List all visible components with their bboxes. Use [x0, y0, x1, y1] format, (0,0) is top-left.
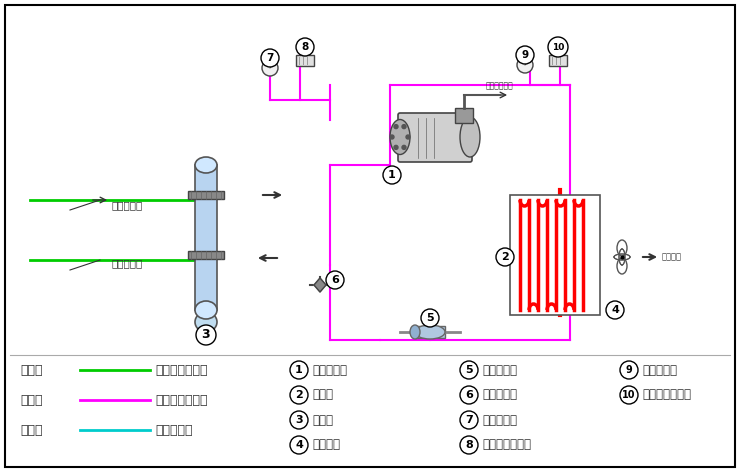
Circle shape: [460, 361, 478, 379]
Bar: [455, 108, 473, 123]
Bar: [549, 55, 567, 66]
Circle shape: [390, 135, 394, 139]
Text: 1: 1: [388, 170, 396, 180]
Circle shape: [296, 38, 314, 56]
Circle shape: [261, 49, 279, 67]
Circle shape: [460, 436, 478, 454]
Text: 冷卻風扇: 冷卻風扇: [312, 438, 340, 452]
Text: 1: 1: [295, 365, 303, 375]
Text: 6: 6: [331, 275, 339, 285]
Text: 綠色線: 綠色線: [20, 363, 42, 377]
Circle shape: [516, 46, 534, 64]
Text: 供液膨脹閥: 供液膨脹閥: [482, 388, 517, 402]
Text: 9: 9: [522, 50, 528, 60]
Circle shape: [620, 361, 638, 379]
Text: 6: 6: [465, 390, 473, 400]
Text: 5: 5: [426, 313, 434, 323]
Polygon shape: [314, 278, 326, 292]
Text: 4: 4: [611, 305, 619, 315]
Text: 3: 3: [202, 329, 210, 342]
Text: 載冷劑出口: 載冷劑出口: [112, 200, 144, 210]
Text: 高壓排氣通閥: 高壓排氣通閥: [486, 81, 514, 90]
Circle shape: [548, 37, 568, 57]
Text: 冷凝器: 冷凝器: [312, 388, 333, 402]
Text: 8: 8: [301, 42, 309, 52]
Circle shape: [496, 248, 514, 266]
Circle shape: [290, 411, 308, 429]
Text: 乾燥過濾器: 乾燥過濾器: [482, 363, 517, 377]
Ellipse shape: [195, 157, 217, 173]
Bar: [188, 191, 224, 199]
Text: 螺杆壓縮機: 螺杆壓縮機: [312, 363, 347, 377]
Circle shape: [402, 125, 406, 128]
Text: 風冷冷凝: 風冷冷凝: [662, 253, 682, 261]
Circle shape: [326, 271, 344, 289]
Circle shape: [406, 135, 410, 139]
Text: 高壓壓力表: 高壓壓力表: [642, 363, 677, 377]
Text: 低壓壓力控制器: 低壓壓力控制器: [482, 438, 531, 452]
Circle shape: [394, 145, 398, 150]
Circle shape: [402, 145, 406, 150]
Circle shape: [262, 60, 278, 76]
Text: 紅色線: 紅色線: [20, 394, 42, 406]
Text: 製冷劑循環回路: 製冷劑循環回路: [155, 394, 207, 406]
Circle shape: [517, 57, 533, 73]
Circle shape: [460, 386, 478, 404]
Text: 高壓壓力控制器: 高壓壓力控制器: [642, 388, 691, 402]
Bar: [510, 195, 600, 315]
Circle shape: [383, 166, 401, 184]
Ellipse shape: [195, 301, 217, 319]
Ellipse shape: [415, 325, 445, 339]
Text: 10: 10: [552, 42, 564, 51]
Ellipse shape: [410, 325, 420, 339]
Circle shape: [606, 301, 624, 319]
Circle shape: [290, 361, 308, 379]
Circle shape: [460, 411, 478, 429]
Text: 載冷劑流入: 載冷劑流入: [112, 258, 144, 268]
Circle shape: [290, 386, 308, 404]
Bar: [296, 55, 314, 66]
Text: 蒸發器: 蒸發器: [312, 413, 333, 427]
Bar: [415, 326, 445, 338]
Circle shape: [421, 309, 439, 327]
Text: 水循環回路: 水循環回路: [155, 423, 192, 437]
Ellipse shape: [390, 119, 410, 154]
Text: 7: 7: [266, 53, 274, 63]
Bar: [195, 165, 217, 310]
Text: 7: 7: [465, 415, 473, 425]
Circle shape: [394, 125, 398, 128]
Ellipse shape: [195, 312, 217, 332]
Text: 載冷劑循環回路: 載冷劑循環回路: [155, 363, 207, 377]
Text: 5: 5: [465, 365, 473, 375]
Text: 3: 3: [295, 415, 303, 425]
Text: 2: 2: [501, 252, 509, 262]
Text: 低壓壓力表: 低壓壓力表: [482, 413, 517, 427]
Text: 10: 10: [622, 390, 636, 400]
FancyBboxPatch shape: [398, 113, 472, 162]
Text: 8: 8: [465, 440, 473, 450]
Text: 9: 9: [625, 365, 633, 375]
Text: 2: 2: [295, 390, 303, 400]
Text: 4: 4: [295, 440, 303, 450]
Circle shape: [196, 325, 216, 345]
Bar: [188, 251, 224, 259]
Circle shape: [290, 436, 308, 454]
Text: 藍色線: 藍色線: [20, 423, 42, 437]
Ellipse shape: [460, 117, 480, 157]
Circle shape: [620, 386, 638, 404]
